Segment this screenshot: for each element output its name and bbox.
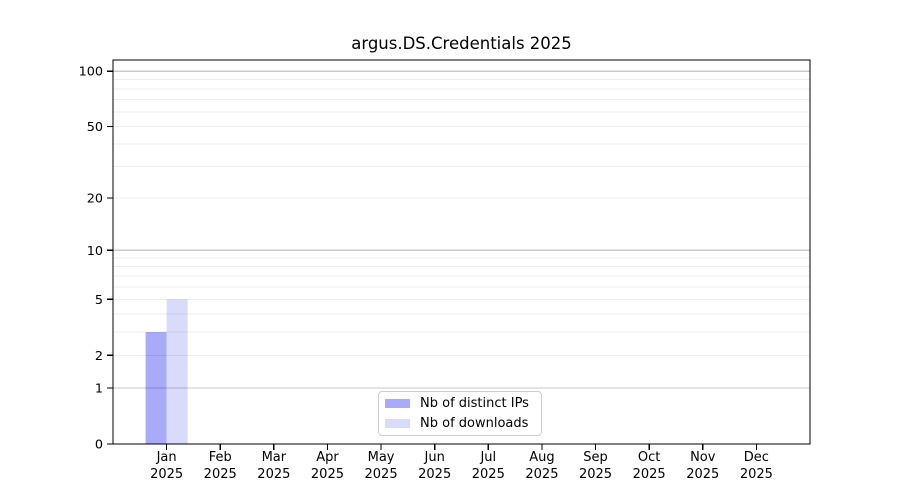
y-tick-label: 20 <box>87 192 103 207</box>
legend-label-downloads: Nb of downloads <box>420 416 529 431</box>
x-tick-label-month: Dec <box>744 450 769 465</box>
x-tick-label-month: Jul <box>479 450 496 465</box>
legend-item-downloads: Nb of downloads <box>385 415 541 432</box>
y-tick-label: 5 <box>95 293 103 308</box>
legend: Nb of distinct IPs Nb of downloads <box>378 391 542 436</box>
x-tick-label-year: 2025 <box>472 467 505 482</box>
legend-swatch-distinct-ips <box>385 399 410 408</box>
x-tick-label-month: Jan <box>156 450 177 465</box>
x-tick-label-year: 2025 <box>418 467 451 482</box>
y-tick-label: 2 <box>95 349 103 364</box>
x-tick-label-month: May <box>368 450 395 465</box>
x-tick-label-year: 2025 <box>257 467 290 482</box>
x-tick-label-month: Apr <box>316 450 339 465</box>
y-tick-label: 0 <box>95 438 103 453</box>
bar-nb-of-downloads-jan <box>166 299 188 444</box>
legend-label-distinct-ips: Nb of distinct IPs <box>420 396 529 411</box>
x-tick-label-month: Sep <box>583 450 608 465</box>
x-tick-label-year: 2025 <box>686 467 719 482</box>
x-tick-label-month: Oct <box>638 450 660 465</box>
legend-item-distinct-ips: Nb of distinct IPs <box>385 395 541 412</box>
x-tick-label-month: Jun <box>424 450 445 465</box>
y-tick-label: 50 <box>87 120 103 135</box>
x-tick-label-year: 2025 <box>204 467 237 482</box>
x-tick-label-month: Mar <box>262 450 287 465</box>
chart-title: argus.DS.Credentials 2025 <box>351 34 572 53</box>
axes-spines <box>112 59 811 445</box>
x-tick-label-year: 2025 <box>525 467 558 482</box>
y-tick-label: 1 <box>95 382 103 397</box>
x-tick-label-year: 2025 <box>311 467 344 482</box>
x-tick-label-year: 2025 <box>365 467 398 482</box>
x-tick-label-month: Feb <box>209 450 232 465</box>
x-tick-label-year: 2025 <box>150 467 183 482</box>
y-tick-label: 10 <box>87 244 103 259</box>
x-tick-label-year: 2025 <box>740 467 773 482</box>
x-tick-label-month: Nov <box>690 450 716 465</box>
y-tick-label: 100 <box>79 65 103 80</box>
x-tick-label-month: Aug <box>529 450 554 465</box>
x-tick-label-year: 2025 <box>633 467 666 482</box>
legend-swatch-downloads <box>385 419 410 428</box>
bar-nb-of-distinct-ips-jan <box>145 332 167 444</box>
x-tick-label-year: 2025 <box>579 467 612 482</box>
